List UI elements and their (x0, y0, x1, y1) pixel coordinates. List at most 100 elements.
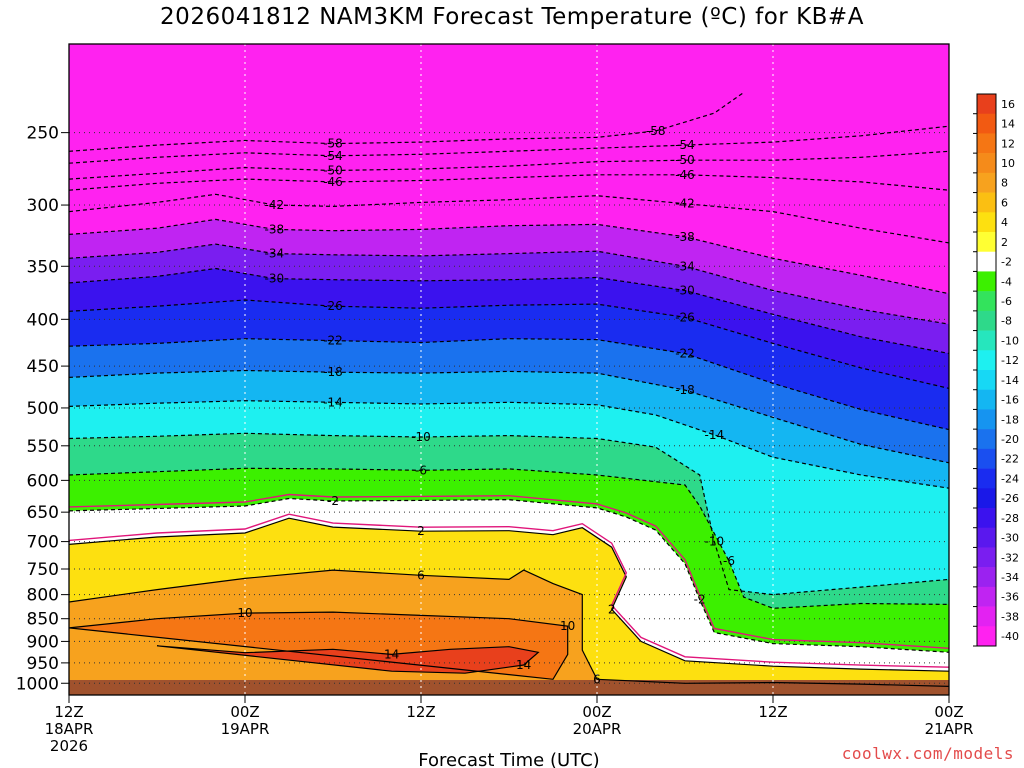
colorbar-swatch (977, 389, 996, 410)
y-axis: 2503003504004505005506006507007508008509… (16, 124, 69, 694)
contour-label: -38 (265, 222, 285, 236)
contour-label: -26 (675, 310, 695, 324)
colorbar-label: -6 (1001, 295, 1012, 308)
contour-label: 14 (384, 647, 399, 661)
colorbar-label: 4 (1001, 216, 1008, 229)
colorbar-swatch (977, 251, 996, 272)
isotherm-m38 (69, 218, 949, 295)
contour-label: -46 (323, 175, 343, 189)
colorbar-swatch (977, 567, 996, 588)
isotherm-m10 (69, 432, 949, 596)
colorbar-label: 12 (1001, 137, 1015, 150)
isotherm-m2 (69, 497, 949, 653)
y-tick-label: 900 (27, 632, 59, 652)
contour-label: -6 (723, 554, 735, 568)
contour-label: -18 (675, 383, 695, 397)
isotherm-10 (69, 611, 569, 680)
contour-label: -26 (323, 299, 343, 313)
colorbar-label: -38 (1001, 610, 1019, 623)
x-tick-label: 00Z (230, 703, 259, 721)
isotherm-14 (156, 645, 540, 674)
colorbar-swatch (977, 192, 996, 213)
isotherm-6 (69, 569, 949, 687)
colorbar-label: -8 (1001, 315, 1012, 328)
colorbar-label: -24 (1001, 472, 1019, 485)
plot-frame (68, 43, 950, 696)
contour-label: 10 (560, 619, 575, 633)
contour-label: 2 (608, 602, 616, 616)
y-tick-label: 250 (27, 124, 59, 144)
contour-label: 14 (516, 658, 531, 672)
colorbar-swatch (977, 508, 996, 529)
colorbar-swatch (977, 370, 996, 391)
contour-label: -34 (265, 247, 285, 261)
isotherm-m46 (69, 174, 949, 191)
colorbar-label: -22 (1001, 453, 1019, 466)
colorbar-label: -4 (1001, 275, 1012, 288)
colorbar-swatch (977, 586, 996, 607)
x-tick-label: 2026 (50, 737, 88, 755)
contour-label: -54 (675, 138, 695, 152)
temperature-fill-layer (69, 44, 949, 695)
contour-label: -58 (323, 137, 343, 151)
colorbar-label: -16 (1001, 394, 1019, 407)
isotherm-2 (69, 517, 949, 672)
colorbar-swatch (977, 172, 996, 193)
colorbar-swatch (977, 212, 996, 233)
colorbar-label: -20 (1001, 433, 1019, 446)
colorbar-label: 10 (1001, 157, 1015, 170)
contour-layer: -58-58-54-54-50-50-46-46-42 -42-38-38-34-… (69, 92, 949, 687)
x-tick-label: 00Z (582, 703, 611, 721)
isotherm-m14 (69, 400, 949, 489)
colorbar-label: 16 (1001, 98, 1015, 111)
colorbar-label: -32 (1001, 551, 1019, 564)
contour-label: -10 (705, 535, 725, 549)
contour-label: -14 (323, 395, 343, 409)
colorbar-swatch (977, 527, 996, 548)
colorbar-swatch (977, 626, 996, 647)
colorbar-swatch (977, 232, 996, 253)
y-tick-label: 600 (27, 471, 59, 491)
contour-label: -14 (705, 428, 725, 442)
freezing-line-m2 (69, 493, 949, 649)
contour-label: -18 (323, 365, 343, 379)
contour-label: -50 (675, 153, 695, 167)
colorbar-swatch (977, 271, 996, 292)
contour-label: -42 (675, 197, 695, 211)
colorbar-label: -34 (1001, 571, 1019, 584)
colorbar-label: 8 (1001, 177, 1008, 190)
y-tick-label: 400 (27, 310, 59, 330)
y-tick-label: 750 (27, 560, 59, 580)
colorbar-label: -2 (1001, 256, 1012, 269)
contour-label: -42 (265, 198, 285, 212)
contour-label: -22 (323, 334, 343, 348)
isotherm-m6 (69, 467, 949, 609)
x-axis-title: Forecast Time (UTC) (418, 750, 599, 768)
freezing-line-2 (69, 513, 949, 668)
isotherm-m30 (69, 267, 949, 355)
y-tick-label: 850 (27, 610, 59, 630)
x-tick-label: 20APR (573, 720, 622, 738)
contour-label: -38 (675, 230, 695, 244)
colorbar-swatch (977, 133, 996, 154)
colorbar-swatch (977, 350, 996, 371)
colorbar-swatch (977, 606, 996, 627)
credit-link[interactable]: coolwx.com/models (841, 744, 1014, 763)
colorbar-label: -18 (1001, 413, 1019, 426)
contour-label: -50 (323, 163, 343, 177)
contour-label: -46 (675, 168, 695, 182)
colorbar-swatch (977, 330, 996, 351)
colorbar-label: -10 (1001, 334, 1019, 347)
colorbar-label: -28 (1001, 512, 1019, 525)
y-tick-label: 550 (27, 437, 59, 457)
x-tick-label: 00Z (934, 703, 963, 721)
colorbar-swatch (977, 153, 996, 174)
contour-label: -54 (323, 149, 343, 163)
colorbar-swatch (977, 468, 996, 489)
y-tick-label: 500 (27, 399, 59, 419)
y-tick-label: 300 (27, 196, 59, 216)
colorbar-label: -30 (1001, 532, 1019, 545)
contour-label: 6 (417, 568, 425, 582)
x-tick-label: 19APR (221, 720, 270, 738)
